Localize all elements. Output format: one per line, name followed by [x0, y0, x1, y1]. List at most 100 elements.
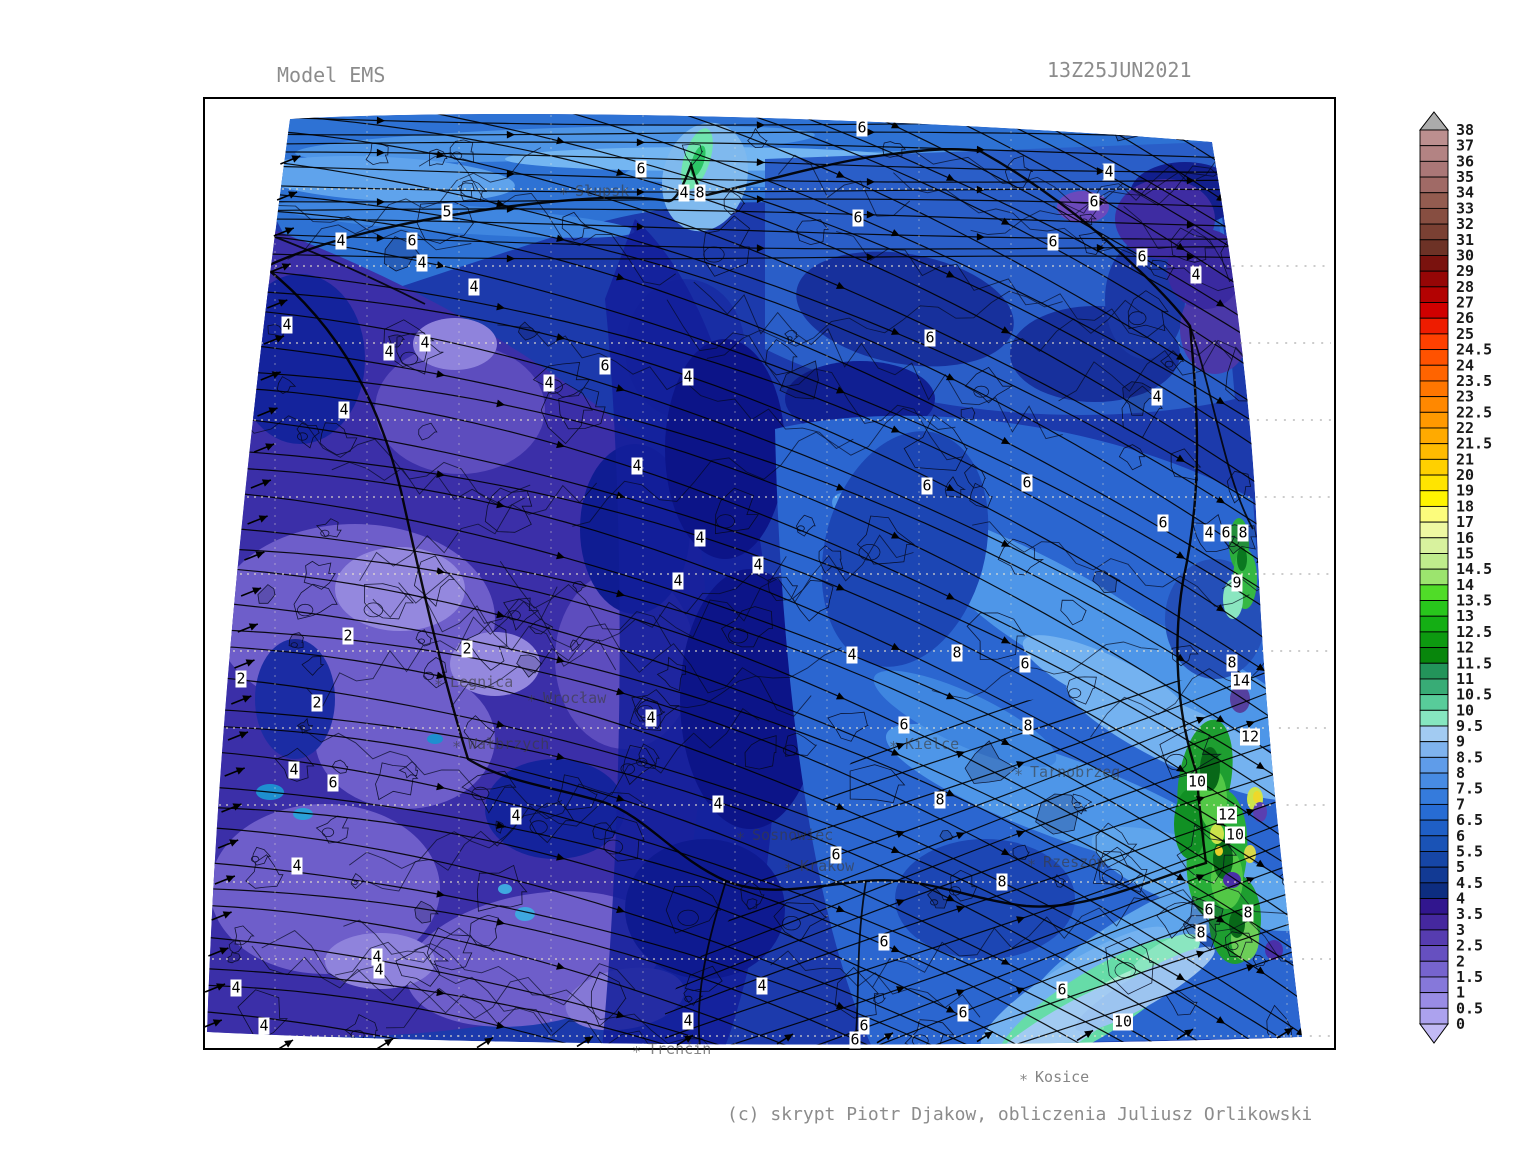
contour-value-label: 8 — [1022, 716, 1034, 735]
contour-value-label: 6 — [924, 328, 936, 347]
city-label: ∗ Kosice — [1019, 1068, 1089, 1086]
contour-value-label: 10 — [1112, 1012, 1134, 1031]
contour-value-label: 4 — [373, 960, 385, 979]
colorbar-legend: 383736353433323130292827262524.52423.523… — [1418, 111, 1492, 1044]
colorbar-tick-label: 2 — [1456, 952, 1465, 970]
valid-time: 13Z25JUN2021 — [1047, 58, 1192, 82]
contour-value-label: 6 — [856, 118, 868, 137]
contour-value-label: 6 — [406, 231, 418, 250]
contour-value-label: 4 — [1190, 265, 1202, 284]
contour-value-label: 4 — [230, 978, 242, 997]
colorbar-cell — [1419, 160, 1449, 178]
colorbar-cell — [1419, 568, 1449, 586]
colorbar-cell — [1419, 396, 1449, 413]
colorbar-cell — [1419, 772, 1449, 790]
colorbar-tick-label: 38 — [1456, 121, 1474, 139]
colorbar-cell — [1419, 694, 1449, 711]
city-label: ∗ Sosnowiec — [736, 826, 833, 844]
colorbar-cell — [1419, 678, 1449, 696]
contour-value-label: 6 — [858, 1016, 870, 1035]
colorbar-cell — [1419, 647, 1449, 664]
contour-value-label: 8 — [1237, 523, 1249, 542]
colorbar-tick-label: 23.5 — [1456, 372, 1492, 390]
colorbar-cell — [1419, 427, 1449, 445]
contour-value-label: 6 — [1203, 900, 1215, 919]
contour-value-label: 4 — [371, 947, 383, 966]
colorbar-tick-label: 0.5 — [1456, 999, 1483, 1017]
colorbar-cell — [1419, 176, 1449, 194]
colorbar-cell — [1419, 553, 1449, 570]
colorbar-tick-label: 26 — [1456, 309, 1474, 327]
colorbar-cell — [1419, 239, 1449, 256]
city-label: ∗ Kraków — [784, 857, 854, 875]
contour-value-label: 6 — [1220, 523, 1232, 542]
contour-value-label: 6 — [898, 715, 910, 734]
contour-value-label: 4 — [752, 555, 764, 574]
city-marker-icon: ∗ — [1014, 763, 1024, 781]
contour-value-label: 10 — [1224, 825, 1246, 844]
colorbar-cell — [1419, 129, 1449, 147]
city-name: Trenčín — [648, 1040, 712, 1058]
contour-value-label: 4 — [682, 367, 694, 386]
colorbar-cell — [1419, 913, 1449, 931]
city-name: Wałbrzych — [468, 735, 550, 753]
contour-value-label: 4 — [510, 806, 522, 825]
contour-value-label: 4 — [416, 253, 428, 272]
colorbar-cell — [1419, 788, 1449, 805]
contour-value-label: 6 — [878, 932, 890, 951]
contour-value-label: 6 — [1157, 513, 1169, 532]
colorbar-tick-label: 10 — [1456, 701, 1474, 719]
colorbar-cell — [1419, 945, 1449, 962]
colorbar-cell — [1419, 600, 1449, 617]
contour-value-label: 6 — [599, 356, 611, 375]
colorbar-tick-label: 16 — [1456, 529, 1474, 547]
colorbar-tick-label: 15 — [1456, 544, 1474, 562]
contour-value-label: 6 — [1136, 247, 1148, 266]
contour-value-label: 8 — [1195, 923, 1207, 942]
colorbar-tick-label: 13.5 — [1456, 592, 1492, 610]
contour-value-label: 4 — [258, 1016, 270, 1035]
colorbar-tick-label: 22.5 — [1456, 403, 1492, 421]
colorbar-cell — [1419, 223, 1449, 241]
colorbar-cell — [1419, 992, 1449, 1009]
city-marker-icon: ∗ — [559, 182, 569, 200]
city-name: Sosnowiec — [752, 826, 834, 844]
colorbar-tick-label: 14 — [1456, 576, 1474, 594]
contour-value-label: 10 — [1186, 772, 1208, 791]
city-name: Słupsk — [575, 182, 630, 200]
colorbar-cell — [1419, 333, 1449, 351]
colorbar-tick-label: 5.5 — [1456, 842, 1483, 860]
colorbar-tick-label: 7.5 — [1456, 780, 1483, 798]
colorbar-cell — [1419, 851, 1449, 868]
contour-value-label: 14 — [1230, 671, 1252, 690]
city-label: ∗ Rzeszów — [1027, 853, 1106, 871]
city-name: Kraków — [800, 857, 855, 875]
contour-value-label: 6 — [921, 476, 933, 495]
contour-value-label: 8 — [996, 872, 1008, 891]
contour-value-label: 4 — [338, 400, 350, 419]
colorbar-cell — [1419, 631, 1449, 649]
contour-value-label: 4 — [543, 373, 555, 392]
city-label: ∗ Słupsk — [559, 182, 629, 200]
colorbar-cell — [1419, 458, 1449, 476]
colorbar-cell — [1419, 537, 1449, 554]
colorbar-cell — [1419, 207, 1449, 225]
colorbar-tick-label: 25 — [1456, 325, 1474, 343]
city-marker-icon: ∗ — [1019, 1068, 1029, 1086]
colorbar-tick-label: 30 — [1456, 246, 1474, 264]
contour-value-label: 9 — [1231, 573, 1243, 592]
colorbar-cell — [1419, 882, 1449, 899]
colorbar-cell — [1419, 349, 1449, 366]
colorbar-cell — [1419, 364, 1449, 382]
colorbar-cell — [1419, 521, 1449, 539]
colorbar-tick-label: 19 — [1456, 482, 1474, 500]
contour-value-label: 4 — [288, 760, 300, 779]
colorbar-tick-label: 23 — [1456, 388, 1474, 406]
contour-value-label: 2 — [311, 693, 323, 712]
colorbar-cell — [1419, 960, 1449, 978]
colorbar-cell — [1419, 662, 1449, 680]
contour-value-label: 6 — [1047, 232, 1059, 251]
contour-value-label: 2 — [235, 669, 247, 688]
model-name: Model EMS — [277, 63, 386, 87]
